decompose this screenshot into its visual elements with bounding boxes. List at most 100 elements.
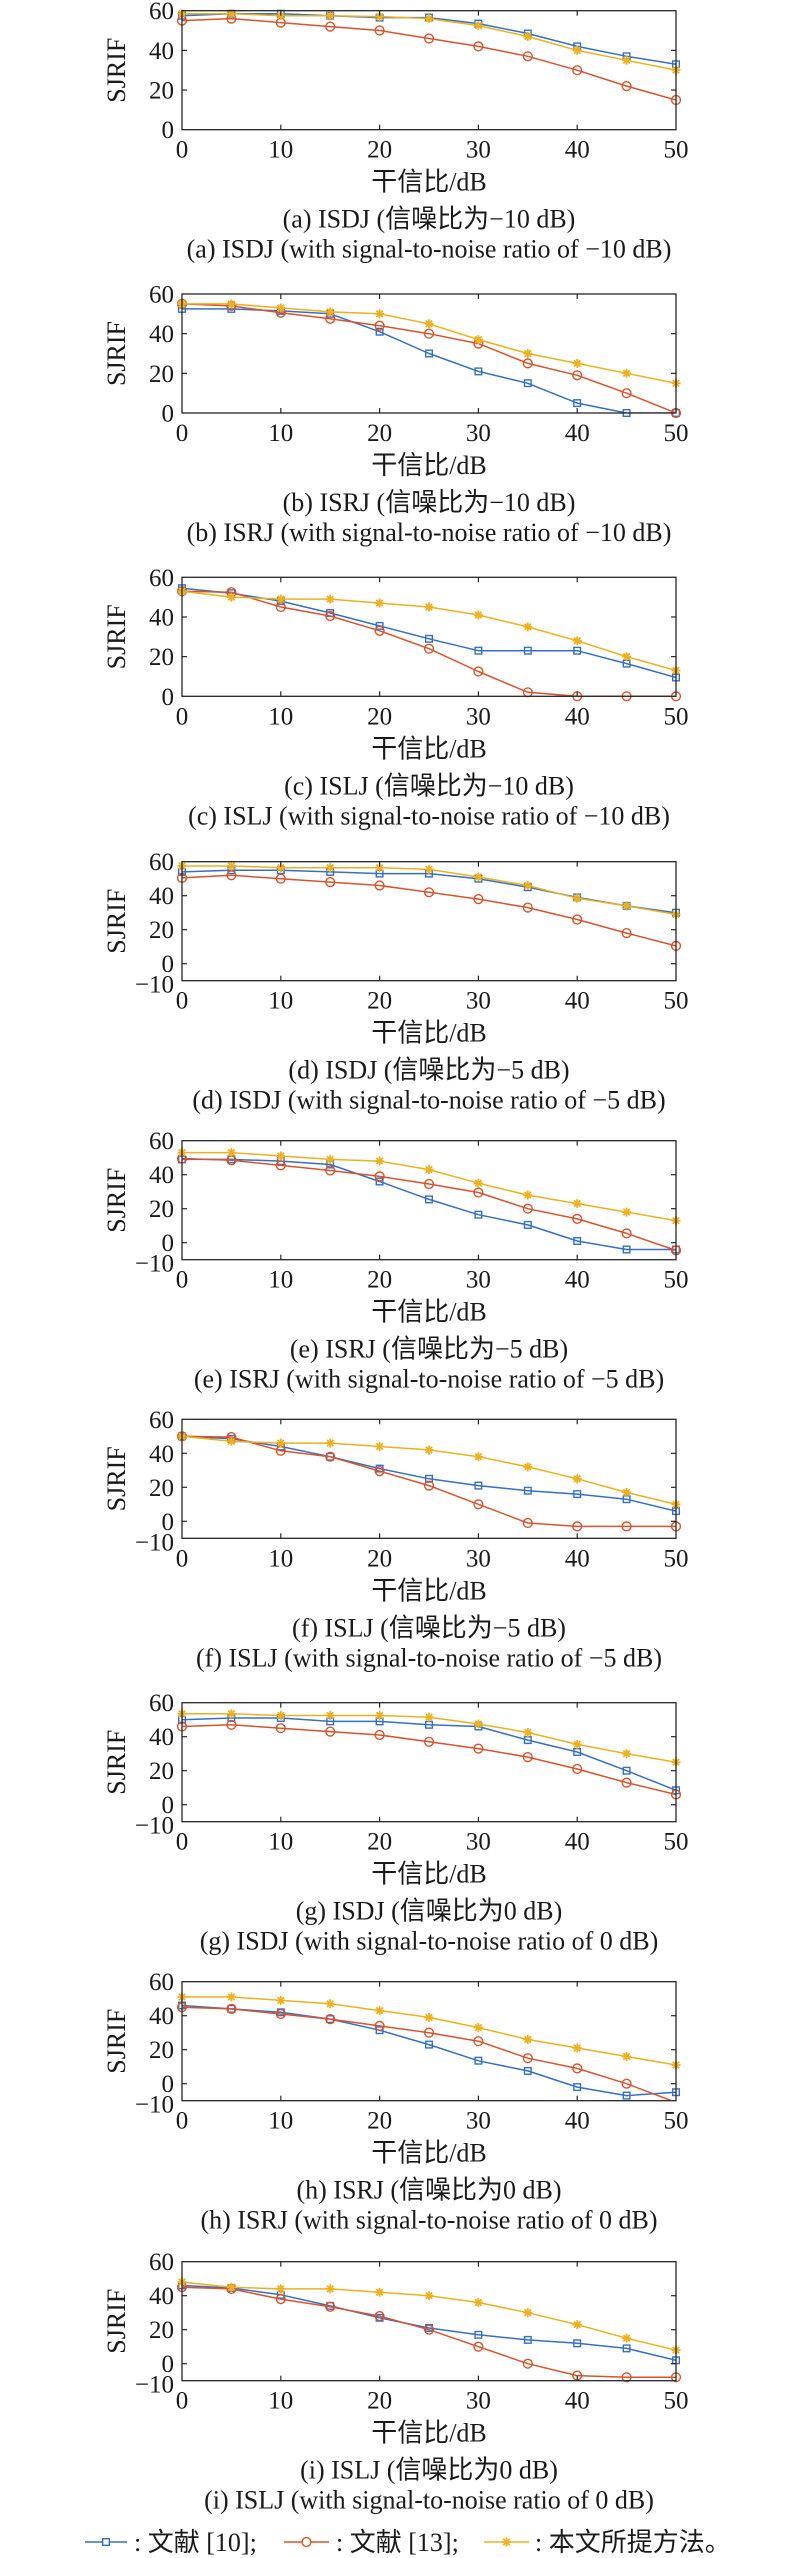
data-point-circle-marker [473,41,484,52]
data-point-square-marker [523,2335,532,2344]
data-point-star-marker [325,1710,335,1720]
y-tick-label: 40 [149,1162,174,1189]
chart-panel: 0 10 20 30 40 50 −100 20 40 60 SJRIF 干信比/dB (i) ISLJ… [102,2249,689,2515]
series-line-circle [182,590,676,697]
data-point-star-marker [424,1712,434,1722]
x-tick-label: 20 [367,1545,392,1572]
series-group [176,1709,682,1800]
x-tick-label: 20 [367,2388,392,2415]
y-tick-label: 40 [149,2283,174,2310]
data-point-star-marker [572,1199,582,1209]
data-point-circle-marker [325,1726,336,1737]
data-point-square-marker [375,1177,384,1186]
legend-separator: : [336,2528,343,2557]
data-point-star-marker [572,636,582,646]
x-tick-label: 50 [664,703,689,730]
data-point-circle-marker [275,2294,286,2305]
x-tick-label: 0 [176,2388,189,2415]
x-tick-label: 30 [466,1545,491,1572]
y-axis-label: SJRIF [102,1730,131,1795]
x-tick-label: 10 [268,137,293,164]
x-tick-label: 20 [367,1829,392,1856]
caption-en: (d) ISDJ (with signal-to-noise ratio of … [192,1086,665,1115]
data-point-square-marker [425,634,434,643]
data-point-star-marker [523,2308,533,2318]
y-tick-label: 0 [162,117,175,144]
data-point-square-marker [622,1245,631,1254]
data-point-circle-marker [572,914,583,925]
data-point-circle-marker [374,880,385,891]
x-tick-label: 0 [176,1829,189,1856]
y-tick-label: 60 [149,565,174,592]
data-point-square-marker [622,1766,631,1775]
data-point-circle-marker [522,51,533,62]
data-point-circle-marker [423,2324,435,2335]
x-tick-label: 40 [565,1545,590,1572]
legend-separator: : [535,2528,542,2557]
y-axis-label: SJRIF [102,321,131,386]
x-tick-label: 50 [664,1829,689,1856]
data-point-star-marker [375,598,385,608]
data-point-star-marker [473,21,483,31]
y-tick-label: 40 [149,1441,174,1468]
data-point-circle-marker [522,2053,533,2064]
legend-terminator: ; [452,2528,459,2557]
y-tick-label: 0 [162,1230,175,1257]
data-point-square-marker [474,1481,483,1490]
data-point-star-marker [523,622,533,632]
series-line-square [182,2284,676,2362]
caption-cn: (c) ISLJ (信噪比为−10 dB) [284,771,574,800]
data-point-circle-marker [473,666,484,677]
star-marker-icon [502,2537,511,2547]
data-point-circle-marker [572,1213,583,1225]
x-tick-label: 40 [565,988,590,1015]
data-point-circle-marker [522,1751,533,1763]
chart-panel: 0 10 20 30 40 50 0 20 40 60 SJRIF 干信比/dB (c) ISLJ (信… [102,565,689,831]
caption-en: (i) ISLJ (with signal-to-noise ratio of … [204,2486,654,2515]
x-tick-label: 20 [367,420,392,447]
chart-panel: 0 10 20 30 40 50 0 20 40 60 SJRIF 干信比/dB (b) ISRJ (信… [102,282,689,548]
y-tick-label: 0 [162,1792,175,1819]
y-tick-label: 20 [149,2317,174,2344]
legend-label: : 本文所提方法。 [535,2528,731,2557]
data-point-star-marker [473,2023,483,2033]
data-point-star-marker [226,1709,236,1719]
x-tick-label: 30 [466,420,491,447]
data-point-star-marker [325,307,335,317]
data-point-square-marker [523,1220,532,1229]
x-axis-label: 干信比/dB [371,734,487,763]
data-point-star-marker [473,2298,483,2307]
data-point-star-marker [375,1156,385,1166]
y-tick-label: 20 [149,644,174,671]
series-line-circle [182,1157,676,1252]
data-point-star-marker [325,1999,335,2009]
data-point-star-marker [473,1452,483,1462]
data-point-star-marker [325,1438,335,1448]
caption-cn: (b) ISRJ (信噪比为−10 dB) [283,488,576,517]
data-point-star-marker [424,2012,434,2022]
y-tick-label: 60 [149,849,174,876]
axes-box [181,861,677,982]
data-point-star-marker [375,2006,385,2016]
data-point-star-marker [226,2282,236,2292]
caption-cn: (e) ISRJ (信噪比为−5 dB) [290,1335,568,1364]
legend-series-name: 文献 [10] [148,2528,250,2557]
y-tick-label: −10 [135,2372,174,2399]
data-point-circle-marker [473,2341,484,2352]
x-tick-label: 30 [466,137,491,164]
data-point-star-marker [523,31,533,41]
y-tick-label: 20 [149,1758,174,1785]
legend: : 文献 [10]; : 文献 [13]; : 本文所提方法。 [85,2528,731,2557]
series-line-circle [182,17,676,101]
x-axis-label: 干信比/dB [371,2139,487,2168]
data-point-circle-marker [325,21,336,32]
series-line-square [182,587,676,679]
caption-en: (e) ISRJ (with signal-to-noise ratio of … [194,1365,664,1394]
x-tick-label: 20 [367,2108,392,2135]
data-point-circle-marker [226,2003,237,2015]
legend-separator: : [134,2528,141,2557]
data-point-star-marker [572,45,582,55]
y-axis-label: SJRIF [102,2289,131,2354]
data-point-star-marker [325,594,335,604]
